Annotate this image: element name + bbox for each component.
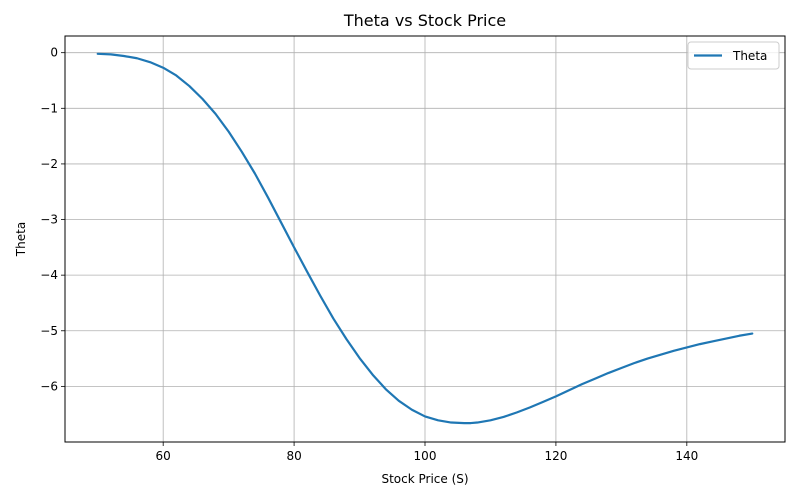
y-axis-label: Theta <box>14 222 28 257</box>
series-line-theta <box>96 52 754 425</box>
legend-box <box>687 41 780 70</box>
x-tick-label: 80 <box>286 449 301 463</box>
legend-label-theta: Theta <box>732 49 767 63</box>
y-tick-label: 0 <box>50 46 58 60</box>
y-tick-label: −3 <box>40 213 58 227</box>
chart-title: Theta vs Stock Price <box>343 11 506 30</box>
y-tick-label: −2 <box>40 157 58 171</box>
x-tick-label: 60 <box>156 449 171 463</box>
tick-layer: 60 80 100 120 140 0 −1 −2 −3 −4 −5 −6 <box>40 46 698 463</box>
y-tick-label: −4 <box>40 268 58 282</box>
x-tick-label: 100 <box>414 449 437 463</box>
x-tick-label: 140 <box>675 449 698 463</box>
y-tick-label: −5 <box>40 324 58 338</box>
y-tick-label: −1 <box>40 101 58 115</box>
grid-layer <box>65 36 785 442</box>
x-axis-label: Stock Price (S) <box>381 472 468 486</box>
x-tick-label: 120 <box>544 449 567 463</box>
series-layer <box>96 52 754 425</box>
y-tick-label: −6 <box>40 379 58 393</box>
legend: Theta <box>687 41 780 70</box>
